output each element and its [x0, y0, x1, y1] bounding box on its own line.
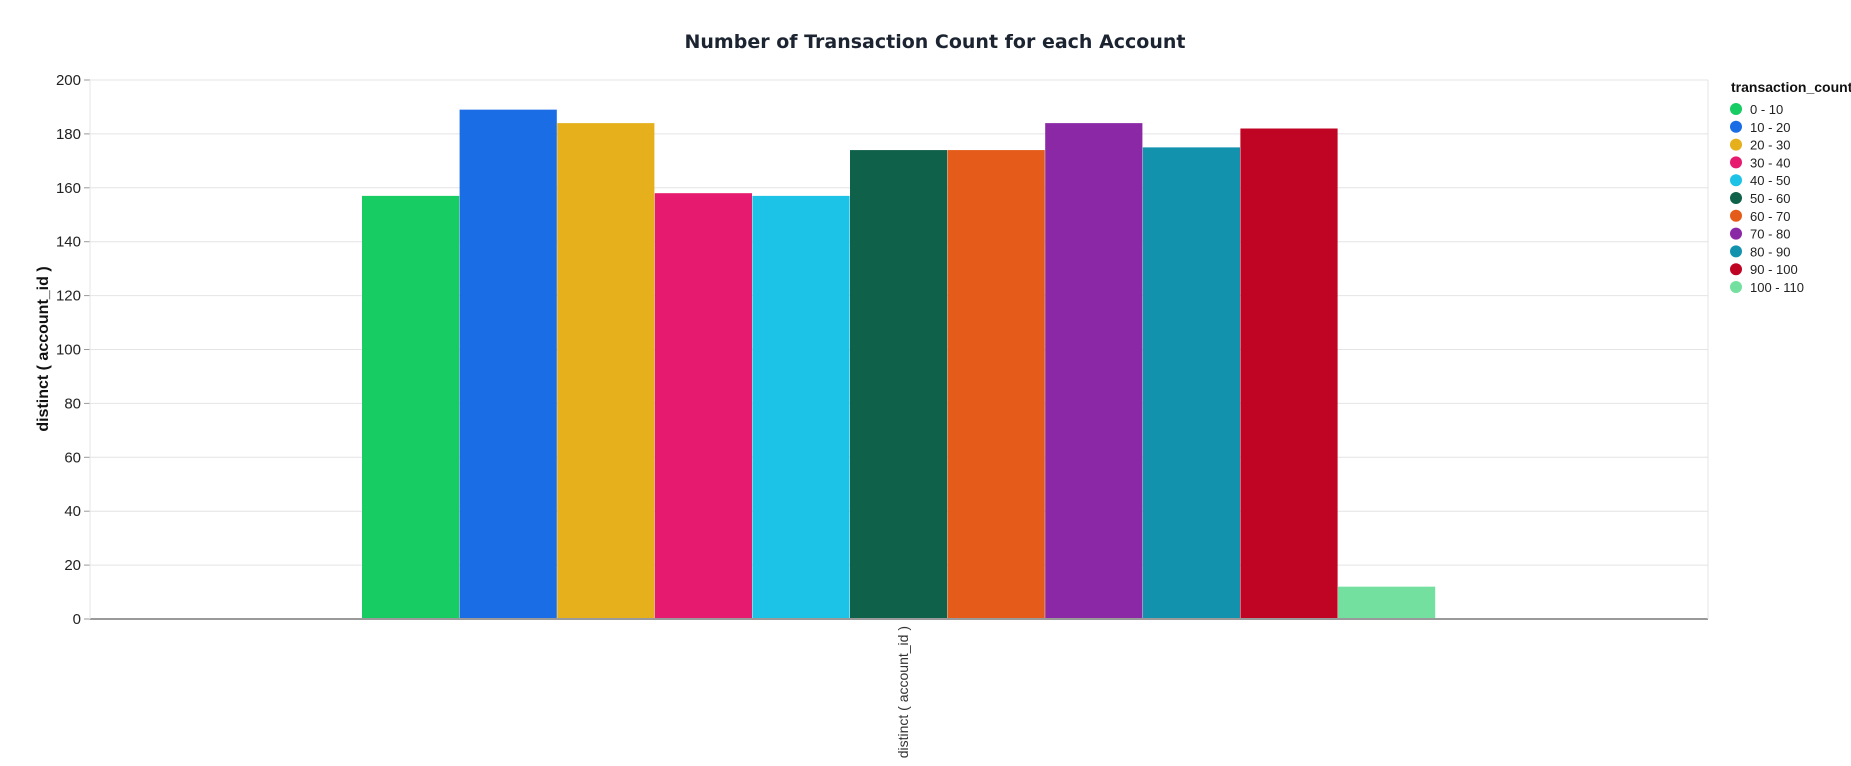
y-tick-label: 140 [56, 234, 81, 251]
y-tick-label: 160 [56, 180, 81, 197]
legend-label[interactable]: 60 - 70 [1750, 209, 1790, 224]
x-category-label: distinct ( account_id ) [895, 626, 911, 758]
legend-swatch[interactable] [1730, 156, 1742, 169]
legend-label[interactable]: 20 - 30 [1750, 138, 1790, 153]
legend-label[interactable]: 10 - 20 [1750, 120, 1790, 135]
y-tick-label: 0 [73, 611, 81, 628]
bars [362, 109, 1436, 620]
legend-swatch[interactable] [1730, 209, 1742, 222]
y-tick-label: 100 [56, 342, 81, 359]
bar-90-100[interactable] [1240, 128, 1338, 619]
chart-title: Number of Transaction Count for each Acc… [685, 31, 1186, 53]
bar-100-110[interactable] [1338, 586, 1436, 619]
bar-60-70[interactable] [947, 150, 1045, 619]
legend-swatch[interactable] [1730, 263, 1742, 276]
legend[interactable]: 0 - 10 10 - 20 20 - 30 30 - 40 40 - 50 50 - 6… [1730, 102, 1804, 295]
legend-label[interactable]: 90 - 100 [1750, 262, 1798, 277]
legend-swatch[interactable] [1730, 227, 1742, 240]
legend-label[interactable]: 30 - 40 [1750, 155, 1790, 170]
y-tick-label: 40 [64, 503, 81, 520]
legend-label[interactable]: 50 - 60 [1750, 191, 1790, 206]
legend-swatch[interactable] [1730, 103, 1742, 115]
bar-0-10[interactable] [362, 195, 460, 619]
legend-swatch[interactable] [1730, 174, 1742, 187]
bar-40-50[interactable] [752, 195, 850, 619]
bar-70-80[interactable] [1045, 123, 1143, 620]
legend-title: transaction_count [1731, 79, 1851, 95]
y-axis-label: distinct ( account_id ) [35, 266, 52, 431]
y-tick-label: 60 [64, 449, 81, 466]
legend-label[interactable]: 70 - 80 [1750, 227, 1790, 242]
legend-swatch[interactable] [1730, 120, 1742, 133]
y-tick-label: 80 [64, 395, 81, 412]
legend-swatch[interactable] [1730, 245, 1742, 258]
bar-30-40[interactable] [654, 193, 752, 619]
legend-swatch[interactable] [1730, 192, 1742, 204]
y-tick-label: 20 [64, 557, 81, 574]
bar-10-20[interactable] [459, 109, 557, 620]
legend-swatch[interactable] [1730, 281, 1742, 293]
bar-80-90[interactable] [1142, 147, 1240, 619]
bar-20-30[interactable] [557, 123, 655, 620]
legend-label[interactable]: 100 - 110 [1750, 280, 1804, 295]
y-tick-label: 200 [56, 72, 81, 89]
y-axis-ticks: 0 20 40 60 80 100 120 140 160 180 200 [56, 72, 90, 628]
legend-label[interactable]: 0 - 10 [1750, 102, 1783, 117]
y-tick-label: 120 [56, 288, 81, 305]
legend-label[interactable]: 80 - 90 [1750, 244, 1790, 259]
bar-50-60[interactable] [850, 150, 948, 619]
legend-swatch[interactable] [1730, 138, 1742, 151]
y-tick-label: 180 [56, 126, 81, 143]
legend-label[interactable]: 40 - 50 [1750, 173, 1790, 188]
